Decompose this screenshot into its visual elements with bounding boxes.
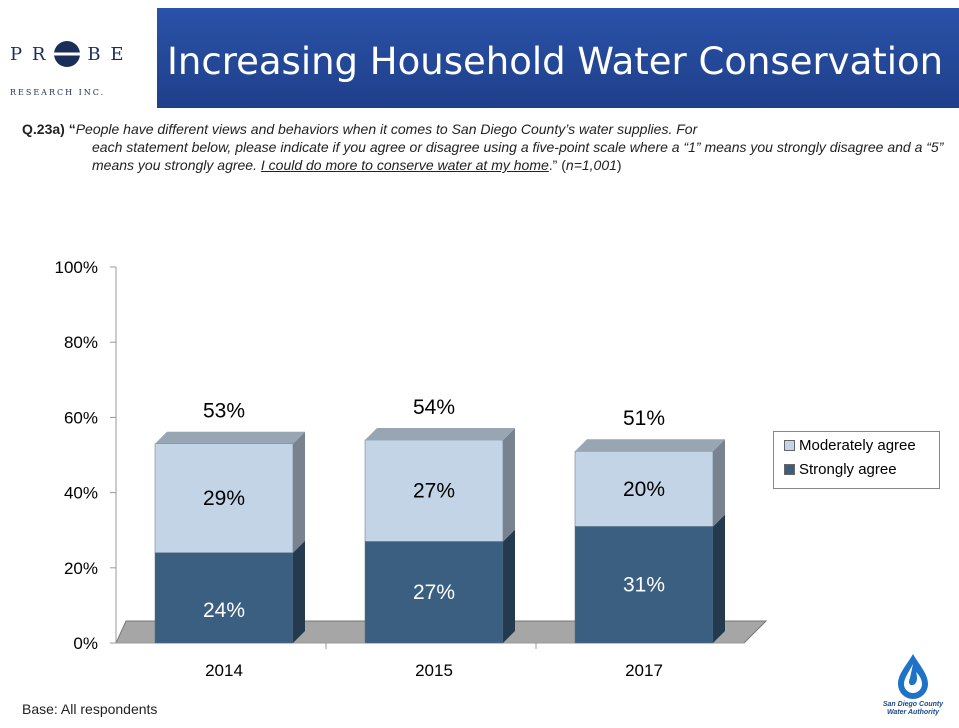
- moderately-agree-segment-side: [713, 439, 725, 527]
- moderately-agree-label: 29%: [203, 487, 245, 510]
- legend-swatch-moderately: [784, 440, 795, 451]
- strongly-agree-segment-side: [713, 514, 725, 643]
- total-label: 51%: [623, 407, 665, 430]
- logo-letters-left: P R: [10, 43, 48, 65]
- question-tail-b: ): [616, 157, 622, 173]
- chart-legend: Moderately agree Strongly agree: [773, 431, 940, 489]
- legend-item-moderately: Moderately agree: [784, 437, 916, 454]
- y-tick-label: 100%: [55, 258, 98, 277]
- water-authority-text: San Diego County Water Authority: [882, 701, 944, 717]
- slide-header: P R B E RESEARCH INC. Increasing Househo…: [0, 0, 959, 108]
- total-label: 54%: [413, 396, 455, 419]
- logo-subtitle: RESEARCH INC.: [10, 88, 106, 97]
- x-tick-label: 2017: [625, 661, 663, 680]
- base-note: Base: All respondents: [22, 701, 158, 717]
- total-label: 53%: [203, 400, 245, 423]
- probe-logo: P R B E RESEARCH INC.: [0, 8, 157, 108]
- y-tick-label: 20%: [64, 559, 98, 578]
- x-tick-label: 2014: [205, 661, 243, 680]
- x-tick-label: 2015: [415, 661, 453, 680]
- question-tail-a: .” (: [548, 157, 566, 173]
- water-logo-line1: San Diego County: [882, 701, 944, 708]
- question-text-b: each statement below, please indicate if…: [92, 139, 944, 173]
- water-drop-icon: [898, 654, 928, 699]
- legend-label-strongly: Strongly agree: [799, 461, 897, 478]
- survey-question: Q.23a) “People have different views and …: [22, 120, 957, 174]
- y-tick-label: 60%: [64, 408, 98, 427]
- strongly-agree-label: 31%: [623, 574, 665, 597]
- logo-letters-right: B E: [87, 43, 126, 65]
- strongly-agree-label: 27%: [413, 581, 455, 604]
- legend-item-strongly: Strongly agree: [784, 461, 897, 478]
- logo-lens-icon: [53, 40, 82, 68]
- strongly-agree-segment: [154, 552, 294, 644]
- strongly-agree-label: 24%: [203, 599, 245, 622]
- moderately-agree-segment: [154, 443, 294, 554]
- water-logo-line2: Water Authority: [886, 709, 940, 716]
- y-tick-label: 40%: [64, 484, 98, 503]
- strongly-agree-segment: [364, 541, 504, 644]
- question-continuation: each statement below, please indicate if…: [22, 138, 957, 174]
- title-bar: Increasing Household Water Conservation: [157, 8, 959, 108]
- y-tick-label: 80%: [64, 333, 98, 352]
- logo-wordmark: P R B E: [10, 40, 125, 68]
- strongly-agree-segment-side: [503, 529, 515, 643]
- question-text-a: People have different views and behavior…: [75, 121, 698, 137]
- water-authority-logo: San Diego County Water Authority: [882, 652, 944, 718]
- bar-top-face: [575, 439, 725, 452]
- legend-label-moderately: Moderately agree: [799, 437, 916, 454]
- question-statement: I could do more to conserve water at my …: [260, 157, 549, 173]
- moderately-agree-segment-side: [503, 427, 515, 542]
- moderately-agree-segment-side: [293, 431, 305, 553]
- question-id: Q.23a) “: [22, 121, 76, 137]
- y-tick-label: 0%: [73, 634, 98, 653]
- page-title: Increasing Household Water Conservation: [167, 40, 944, 83]
- moderately-agree-segment: [364, 439, 504, 542]
- bar-top-face: [365, 427, 515, 440]
- question-sample: n=1,001: [565, 157, 617, 173]
- moderately-agree-label: 27%: [413, 480, 455, 503]
- bar-top-face: [155, 431, 305, 444]
- legend-swatch-strongly: [784, 464, 795, 475]
- strongly-agree-segment: [574, 526, 714, 644]
- moderately-agree-label: 20%: [623, 478, 665, 501]
- strongly-agree-segment-side: [293, 540, 305, 643]
